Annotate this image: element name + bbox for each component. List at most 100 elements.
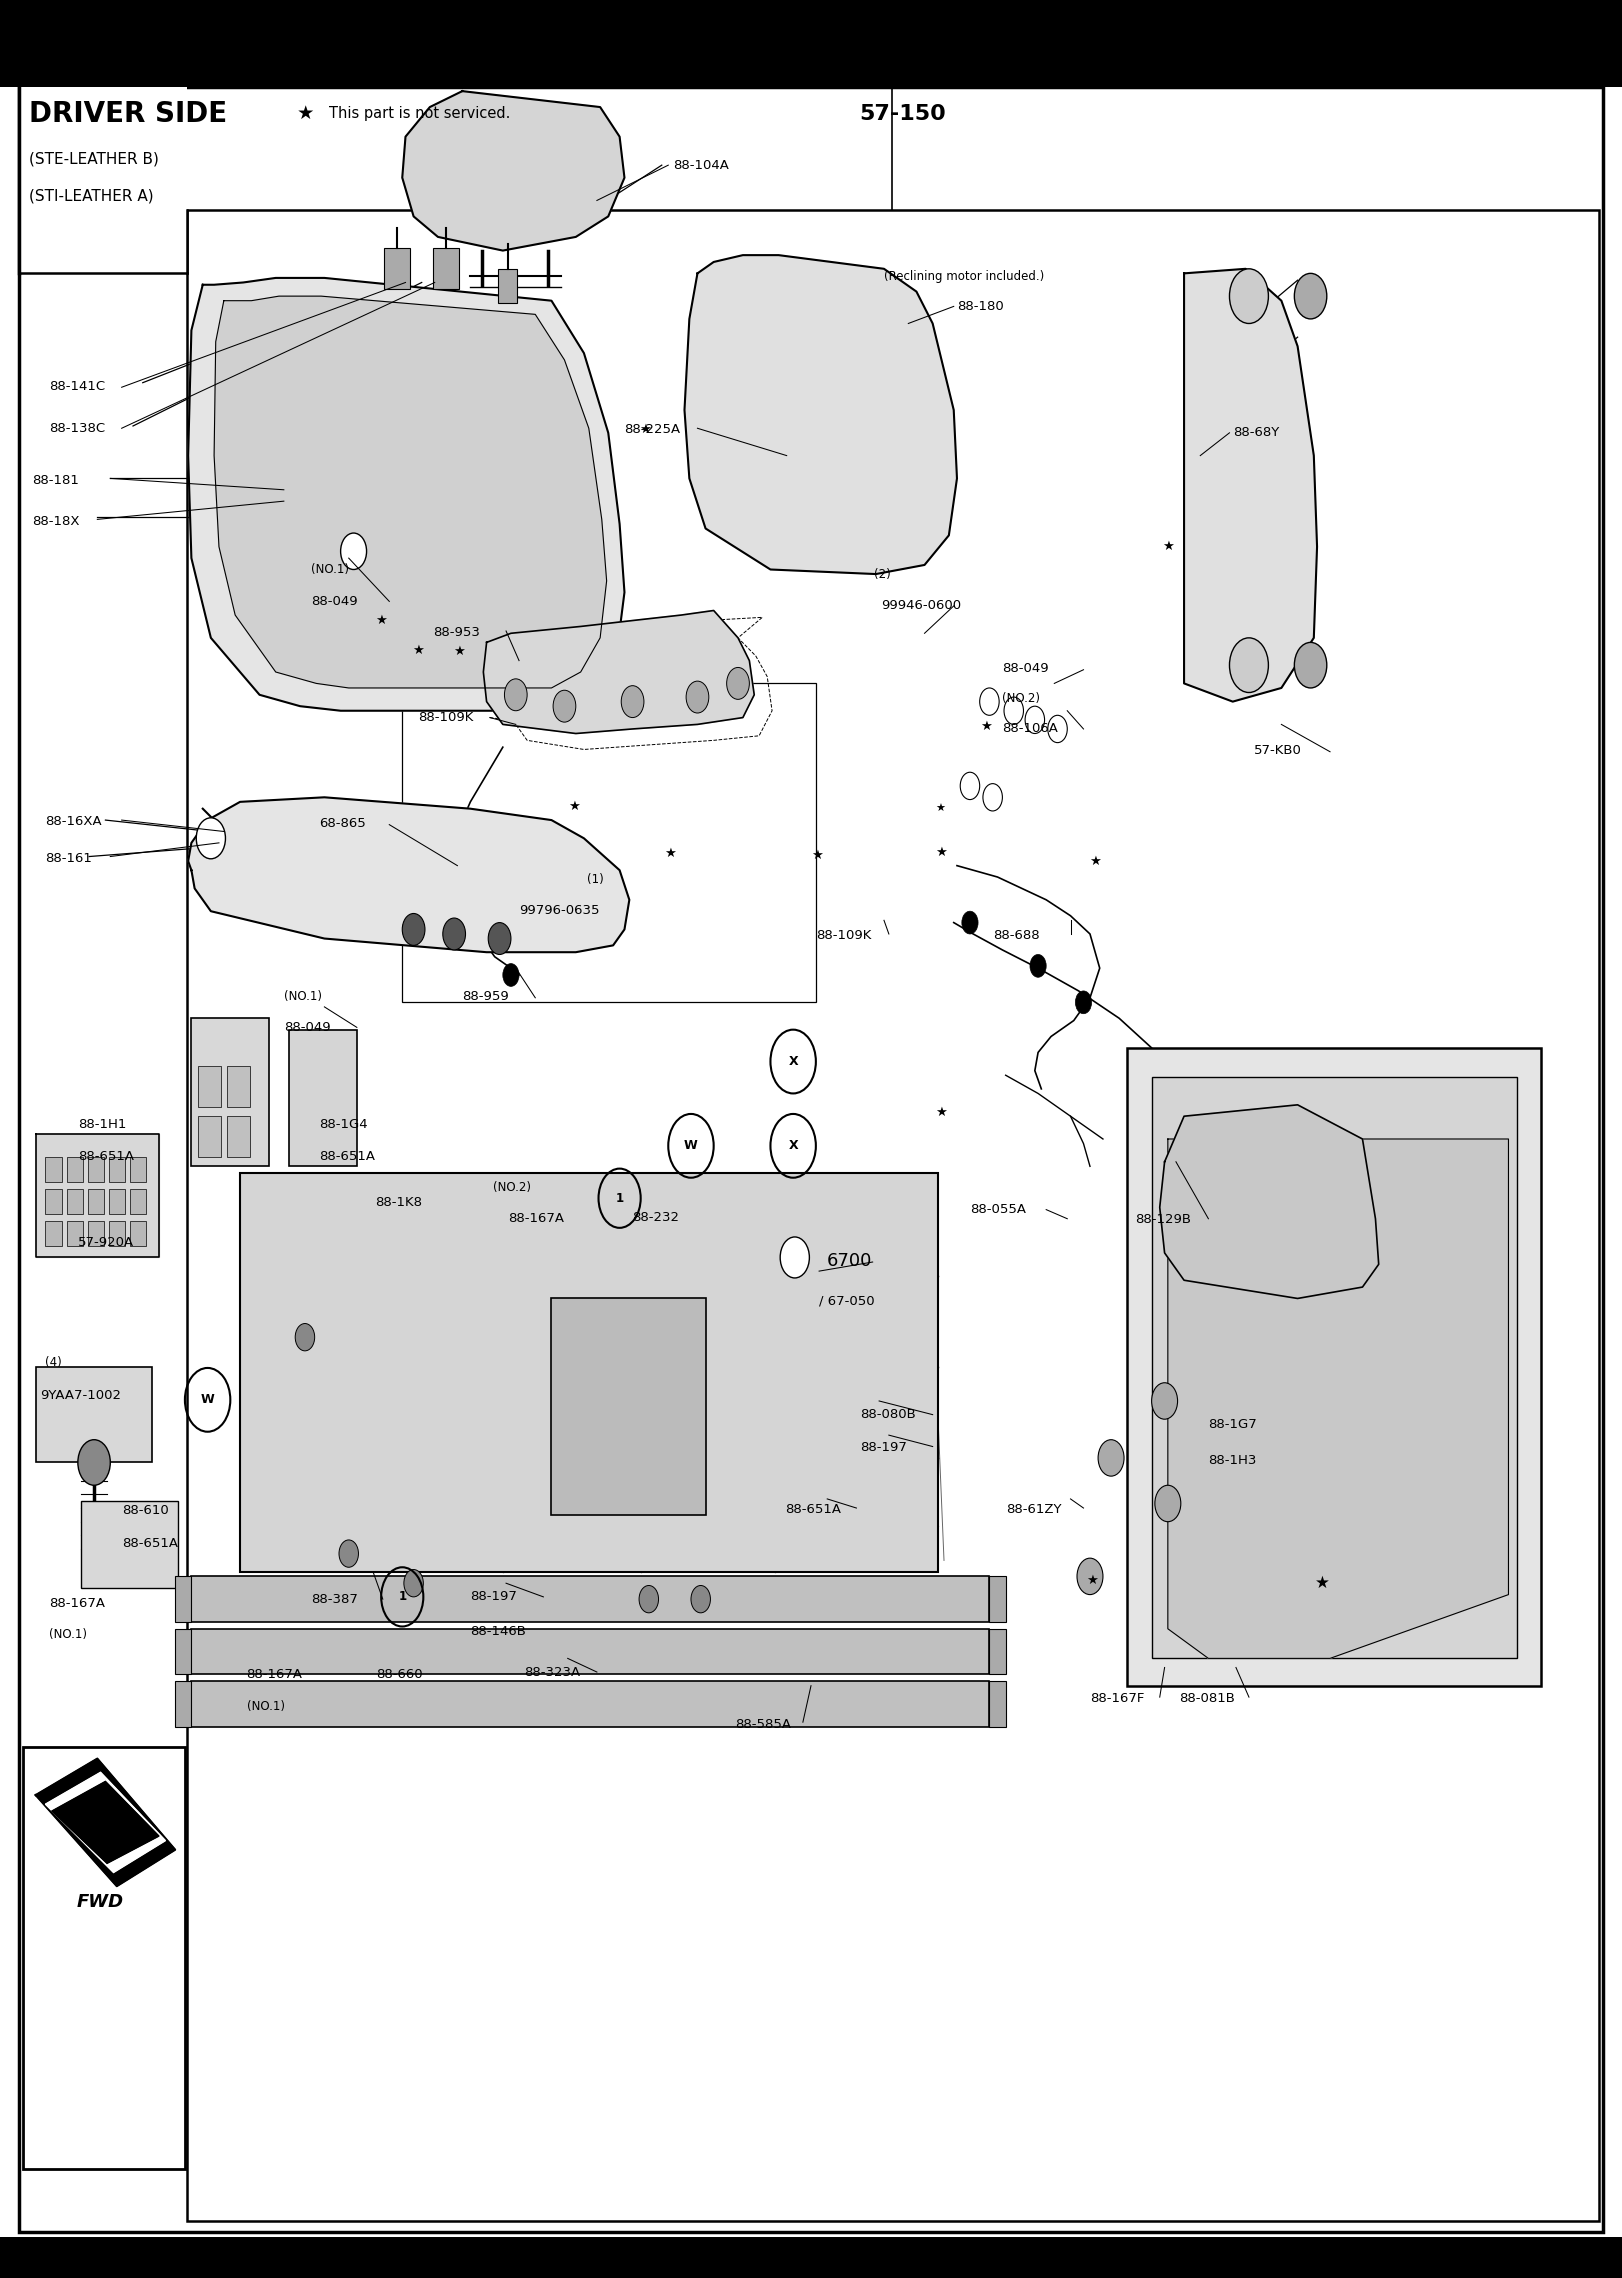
Text: 88-197: 88-197 <box>470 1590 517 1604</box>
Text: (NO.1): (NO.1) <box>284 991 321 1002</box>
Text: 88-180: 88-180 <box>957 301 1004 312</box>
Circle shape <box>488 923 511 954</box>
Text: ★: ★ <box>453 645 466 658</box>
Bar <box>989 1681 1006 1727</box>
Circle shape <box>639 1585 659 1613</box>
Polygon shape <box>188 797 629 952</box>
Text: ★: ★ <box>1161 540 1174 554</box>
Circle shape <box>960 772 980 800</box>
Bar <box>130 1189 146 1214</box>
Text: 88-651A: 88-651A <box>320 1150 376 1162</box>
Circle shape <box>1294 273 1327 319</box>
Circle shape <box>686 681 709 713</box>
Text: 1: 1 <box>397 1590 407 1604</box>
Text: 88-167A: 88-167A <box>49 1597 105 1611</box>
Circle shape <box>443 918 466 950</box>
Text: ★: ★ <box>375 615 388 626</box>
Bar <box>175 1629 191 1674</box>
Bar <box>402 683 816 1002</box>
Polygon shape <box>52 1781 159 1863</box>
Text: ★: ★ <box>934 1107 947 1118</box>
Text: (NO.2): (NO.2) <box>493 1182 530 1194</box>
Text: 6700: 6700 <box>827 1253 873 1269</box>
Bar <box>81 1501 178 1588</box>
Bar <box>191 1681 989 1727</box>
Text: 88-610: 88-610 <box>122 1503 169 1517</box>
Bar <box>130 1221 146 1246</box>
Circle shape <box>1229 269 1268 323</box>
Text: 88-232: 88-232 <box>633 1212 680 1223</box>
Circle shape <box>1075 991 1092 1014</box>
Text: 88-146B: 88-146B <box>470 1624 526 1638</box>
Bar <box>989 1576 1006 1622</box>
Text: ★: ★ <box>934 845 947 859</box>
Text: (4): (4) <box>45 1355 62 1369</box>
Circle shape <box>339 1540 358 1567</box>
Text: 88-225A: 88-225A <box>624 424 681 435</box>
Text: 88-109K: 88-109K <box>418 711 474 724</box>
Bar <box>45 1221 62 1246</box>
Bar <box>384 248 410 289</box>
Bar <box>433 248 459 289</box>
Polygon shape <box>188 278 624 711</box>
Bar <box>1127 1048 1541 1686</box>
Bar <box>45 1189 62 1214</box>
Text: X: X <box>788 1055 798 1068</box>
Text: 88-049: 88-049 <box>311 595 358 608</box>
Text: ★: ★ <box>980 720 993 734</box>
Polygon shape <box>214 296 607 688</box>
Text: 9YAA7-1002: 9YAA7-1002 <box>41 1390 122 1401</box>
Bar <box>45 1157 62 1182</box>
Text: 88-167A: 88-167A <box>247 1667 303 1681</box>
Text: ★: ★ <box>639 424 652 435</box>
Circle shape <box>341 533 367 570</box>
Circle shape <box>621 686 644 718</box>
Text: 88-1K8: 88-1K8 <box>375 1196 422 1210</box>
Circle shape <box>295 1324 315 1351</box>
Bar <box>0 0 1622 87</box>
Text: 88-651A: 88-651A <box>122 1538 178 1549</box>
Circle shape <box>1229 638 1268 693</box>
Text: 88-688: 88-688 <box>993 929 1040 941</box>
Text: W: W <box>684 1139 697 1153</box>
Circle shape <box>1025 706 1045 734</box>
Bar <box>227 1066 250 1107</box>
Text: ★: ★ <box>568 800 581 813</box>
Circle shape <box>1294 642 1327 688</box>
Text: 68-865: 68-865 <box>320 818 367 829</box>
Text: 88-106A: 88-106A <box>1002 722 1058 736</box>
Circle shape <box>404 1570 423 1597</box>
Text: 88-651A: 88-651A <box>78 1150 135 1162</box>
Text: 88-16XA: 88-16XA <box>45 816 102 827</box>
Text: ★: ★ <box>1088 854 1101 868</box>
Circle shape <box>1004 697 1023 724</box>
Text: 88-049: 88-049 <box>284 1021 331 1034</box>
Bar <box>109 1189 125 1214</box>
Text: DRIVER SIDE: DRIVER SIDE <box>29 100 227 128</box>
Text: 88-651A: 88-651A <box>785 1503 842 1515</box>
Bar <box>88 1157 104 1182</box>
Polygon shape <box>483 611 754 734</box>
Text: 88-181: 88-181 <box>32 474 79 487</box>
Text: 88-049: 88-049 <box>1002 663 1049 674</box>
Polygon shape <box>1184 269 1317 702</box>
Bar <box>88 1189 104 1214</box>
Text: 88-055A: 88-055A <box>970 1203 1027 1216</box>
Text: 88-585A: 88-585A <box>735 1718 792 1731</box>
Text: 88-167A: 88-167A <box>508 1212 564 1226</box>
Circle shape <box>402 913 425 945</box>
Circle shape <box>504 679 527 711</box>
Text: 88-129B: 88-129B <box>1135 1214 1192 1226</box>
Text: ★: ★ <box>663 847 676 859</box>
Bar <box>67 1189 83 1214</box>
Bar <box>109 1221 125 1246</box>
Text: ★: ★ <box>1314 1574 1330 1592</box>
Text: 88-167F: 88-167F <box>1090 1693 1145 1704</box>
Bar <box>19 87 187 273</box>
Text: W: W <box>201 1394 214 1406</box>
Polygon shape <box>402 91 624 251</box>
Text: This part is not serviced.: This part is not serviced. <box>329 107 511 121</box>
Text: 99796-0635: 99796-0635 <box>519 904 600 916</box>
Text: 88-104A: 88-104A <box>673 159 728 171</box>
Bar <box>187 210 1599 2221</box>
